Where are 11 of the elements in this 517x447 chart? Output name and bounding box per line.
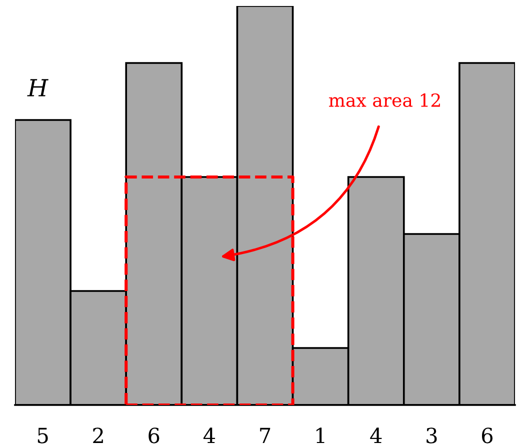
annotation: max area 12 bbox=[328, 93, 440, 107]
data-label: 6 bbox=[482, 428, 493, 444]
data-label: 5 bbox=[38, 428, 48, 444]
data-label: 6 bbox=[148, 428, 160, 444]
data-label: 2 bbox=[93, 428, 103, 444]
data-label: 4 bbox=[203, 428, 216, 444]
data-label: 3 bbox=[426, 428, 437, 444]
annotation: H bbox=[27, 79, 48, 96]
data-label: 7 bbox=[260, 428, 270, 444]
data-label: 4 bbox=[370, 428, 382, 444]
data-label: 1 bbox=[316, 428, 324, 444]
